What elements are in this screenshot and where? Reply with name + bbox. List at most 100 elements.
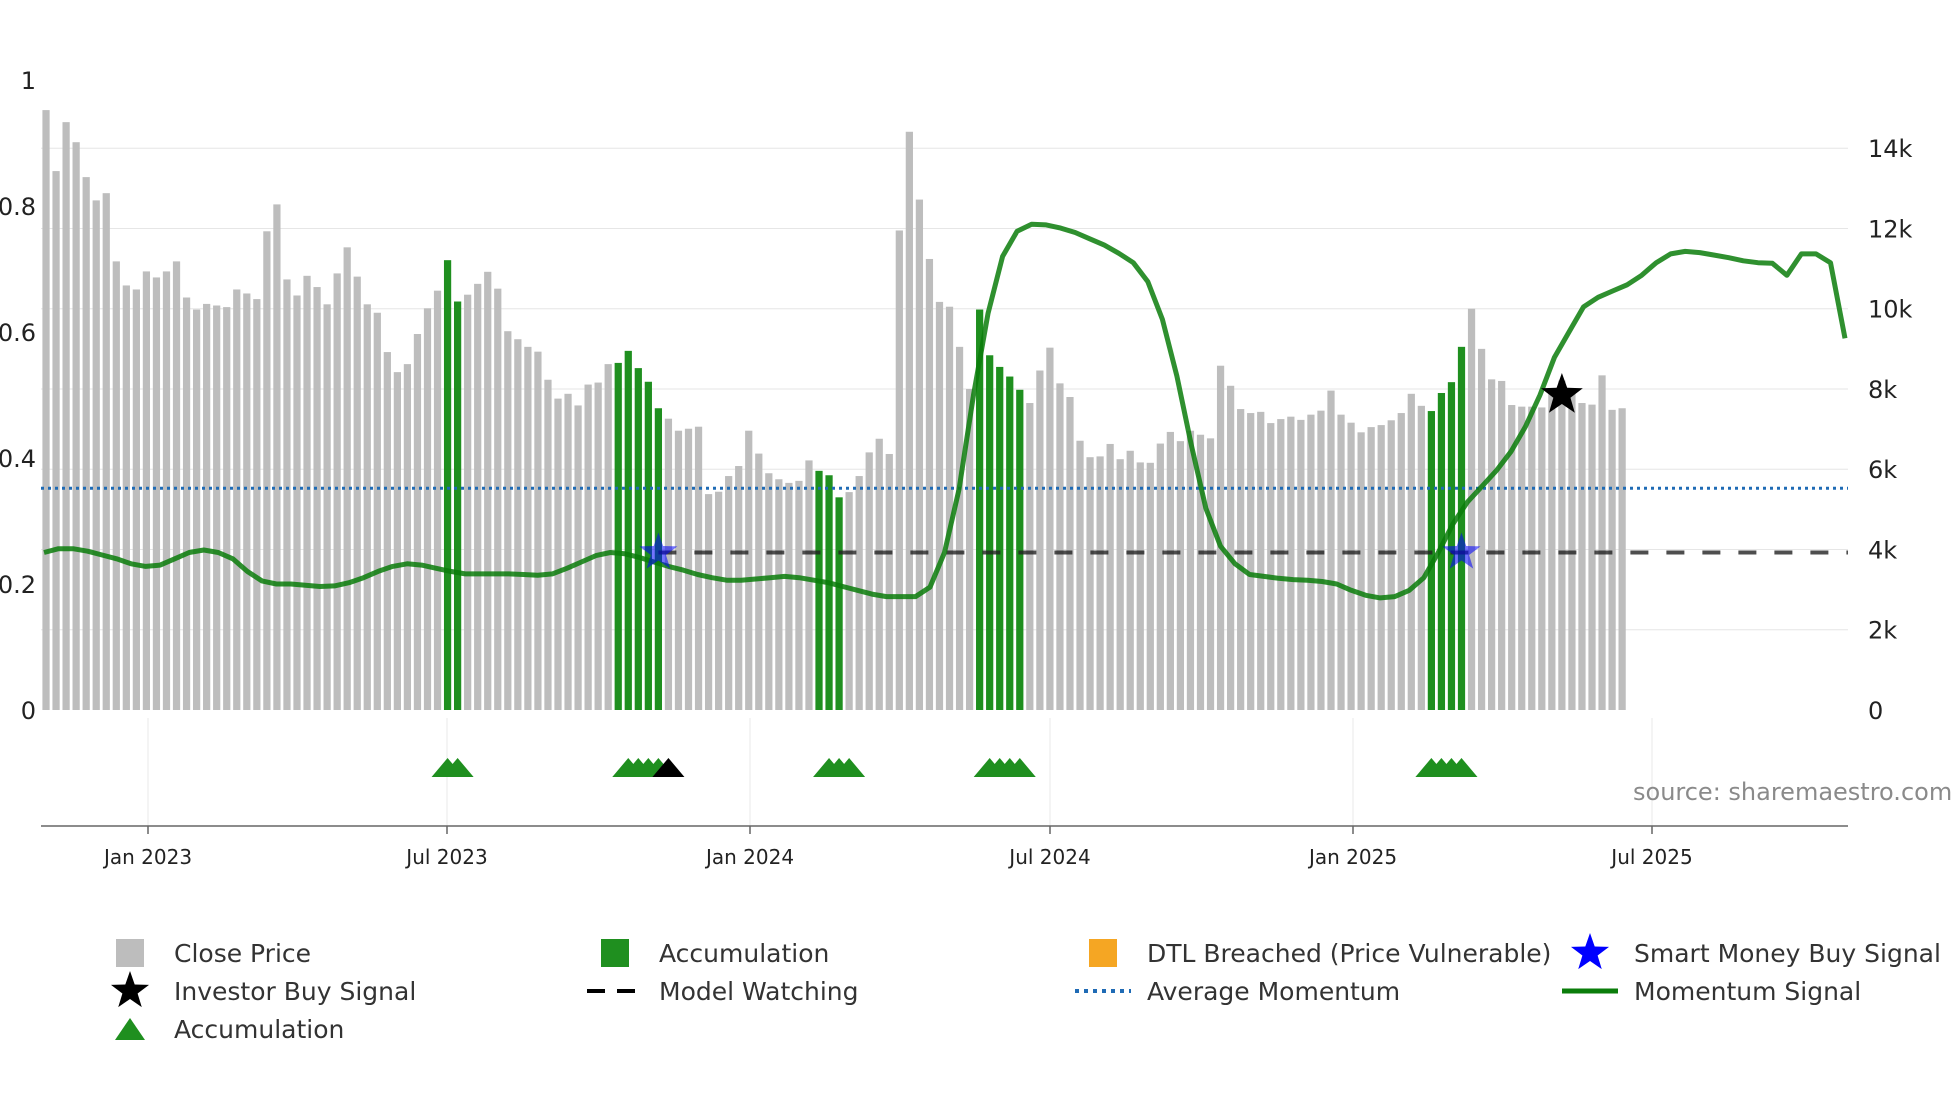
close-price-bar bbox=[1578, 403, 1586, 710]
close-price-bar bbox=[694, 426, 703, 710]
close-price-bar bbox=[534, 351, 542, 710]
close-price-bar bbox=[1196, 434, 1205, 710]
accumulation-bar bbox=[1006, 376, 1014, 710]
close-price-bar bbox=[1568, 388, 1576, 710]
close-price-bar bbox=[1046, 347, 1054, 710]
close-price-bar bbox=[765, 473, 773, 710]
close-price-bar bbox=[273, 204, 281, 710]
close-price-bar bbox=[162, 271, 171, 710]
close-price-bar bbox=[1397, 413, 1405, 710]
close-price-bar bbox=[132, 289, 140, 710]
close-price-bar bbox=[283, 279, 291, 710]
close-price-bar bbox=[875, 438, 883, 710]
close-price-bar bbox=[925, 258, 934, 710]
close-price-bar bbox=[172, 261, 181, 710]
close-price-bar bbox=[1237, 409, 1245, 710]
close-price-bar bbox=[1146, 462, 1154, 710]
close-price-bar bbox=[484, 271, 492, 710]
close-price-bar bbox=[1528, 406, 1536, 710]
close-price-bar bbox=[182, 297, 191, 710]
close-price-bar bbox=[253, 299, 261, 710]
close-price-bar bbox=[745, 430, 753, 710]
close-price-bar bbox=[263, 231, 271, 710]
close-price-bar bbox=[313, 287, 321, 710]
close-price-bar bbox=[474, 283, 482, 710]
close-price-bar bbox=[1086, 457, 1094, 710]
close-price-bar bbox=[604, 364, 612, 710]
close-price-bar bbox=[192, 309, 201, 710]
close-price-bar bbox=[775, 479, 783, 710]
close-price-bar bbox=[544, 379, 552, 710]
close-price-bar bbox=[303, 275, 311, 710]
close-price-bar bbox=[1307, 414, 1315, 710]
smart-money-star bbox=[1442, 532, 1481, 569]
x-tick-label: Jul 2025 bbox=[1609, 845, 1692, 869]
accumulation-bar bbox=[1016, 389, 1024, 710]
close-price-bar bbox=[574, 405, 582, 710]
accumulation-bar bbox=[1447, 382, 1456, 710]
close-price-bar bbox=[1216, 365, 1225, 710]
close-price-bar bbox=[343, 247, 351, 710]
close-price-bar bbox=[293, 295, 301, 710]
left-tick-label: 0.8 bbox=[0, 193, 36, 221]
close-price-bar bbox=[203, 303, 211, 710]
close-price-bar bbox=[1297, 419, 1305, 710]
right-tick-label: 6k bbox=[1868, 456, 1897, 484]
accumulation-bar bbox=[1457, 346, 1466, 710]
close-price-bar bbox=[704, 494, 713, 710]
close-price-bar bbox=[1096, 456, 1104, 710]
accumulation-bar bbox=[835, 497, 843, 710]
accumulation-bar bbox=[976, 309, 984, 710]
close-price-bar bbox=[1036, 370, 1044, 710]
close-price-bar bbox=[1588, 404, 1596, 710]
close-price-bar bbox=[1267, 423, 1275, 710]
close-price-bar bbox=[1387, 420, 1395, 710]
x-tick-label: Jan 2024 bbox=[704, 845, 794, 869]
close-price-bar bbox=[1467, 308, 1476, 710]
close-price-bar bbox=[1166, 431, 1174, 710]
close-price-bar bbox=[464, 294, 472, 710]
close-price-bar bbox=[1618, 408, 1626, 710]
close-price-bar bbox=[1598, 375, 1606, 710]
close-price-bar bbox=[52, 171, 60, 710]
close-price-bar bbox=[403, 364, 412, 710]
close-price-bar bbox=[1126, 450, 1134, 710]
close-price-bar bbox=[223, 307, 231, 710]
close-price-bar bbox=[915, 199, 924, 710]
close-price-bar bbox=[102, 193, 110, 710]
accumulation-triangle bbox=[441, 758, 474, 777]
close-price-bar bbox=[504, 331, 512, 710]
close-price-bar bbox=[755, 453, 763, 710]
x-tick-label: Jan 2025 bbox=[1307, 845, 1397, 869]
close-price-bar bbox=[1257, 411, 1265, 710]
close-price-bar bbox=[1558, 380, 1566, 710]
close-price-bar bbox=[333, 273, 341, 710]
close-price-bar bbox=[1357, 432, 1365, 710]
close-price-bar bbox=[1548, 388, 1556, 710]
x-tick-label: Jul 2024 bbox=[1007, 845, 1090, 869]
close-price-bar bbox=[152, 277, 161, 710]
close-price-bar bbox=[363, 304, 371, 710]
right-tick-label: 0 bbox=[1868, 697, 1883, 725]
left-tick-label: 0.2 bbox=[0, 571, 36, 599]
close-price-bar bbox=[233, 289, 241, 710]
close-price-bar bbox=[353, 276, 361, 710]
close-price-bar bbox=[1407, 393, 1415, 710]
right-tick-label: 4k bbox=[1868, 536, 1897, 564]
close-price-bar bbox=[715, 491, 723, 710]
close-price-bar bbox=[1186, 430, 1195, 710]
close-price-bar bbox=[735, 466, 743, 710]
close-price-bar bbox=[494, 288, 502, 710]
close-price-bar bbox=[393, 372, 401, 710]
close-price-bar bbox=[142, 271, 151, 710]
close-price-bar bbox=[795, 480, 803, 710]
close-price-bar bbox=[1226, 385, 1235, 710]
close-price-bar bbox=[383, 352, 391, 710]
close-price-bar bbox=[514, 339, 522, 710]
close-price-bar bbox=[122, 285, 130, 710]
close-price-bar bbox=[1498, 380, 1506, 710]
accumulation-bar bbox=[815, 470, 823, 710]
close-price-bar bbox=[1327, 390, 1335, 710]
close-price-bar bbox=[323, 304, 331, 710]
close-price-bar bbox=[1206, 438, 1215, 710]
